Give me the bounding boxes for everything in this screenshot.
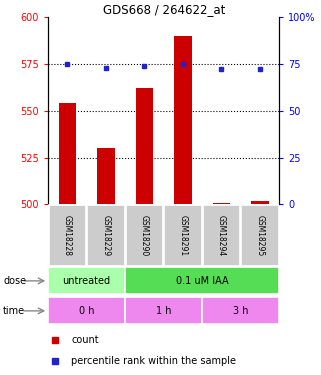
Bar xyxy=(48,267,125,294)
Bar xyxy=(87,205,125,266)
Text: dose: dose xyxy=(3,276,26,286)
Bar xyxy=(213,202,230,204)
Bar xyxy=(174,36,192,204)
Text: 1 h: 1 h xyxy=(156,306,171,316)
Text: 0.1 uM IAA: 0.1 uM IAA xyxy=(176,276,229,286)
Bar xyxy=(164,205,202,266)
Text: GSM18229: GSM18229 xyxy=(101,215,110,256)
Text: GSM18291: GSM18291 xyxy=(178,215,187,256)
Text: GSM18290: GSM18290 xyxy=(140,214,149,256)
Text: percentile rank within the sample: percentile rank within the sample xyxy=(71,356,236,366)
Text: count: count xyxy=(71,335,99,345)
Bar xyxy=(59,103,76,204)
Bar xyxy=(126,205,163,266)
Text: 0 h: 0 h xyxy=(79,306,94,316)
Text: GSM18228: GSM18228 xyxy=(63,215,72,256)
Bar xyxy=(202,297,279,324)
Bar xyxy=(48,205,86,266)
Bar xyxy=(48,297,125,324)
Text: untreated: untreated xyxy=(63,276,111,286)
Title: GDS668 / 264622_at: GDS668 / 264622_at xyxy=(102,3,225,16)
Bar xyxy=(241,205,279,266)
Text: GSM18294: GSM18294 xyxy=(217,214,226,256)
Bar xyxy=(251,201,269,204)
Bar xyxy=(125,267,279,294)
Bar xyxy=(136,88,153,204)
Text: GSM18295: GSM18295 xyxy=(256,214,265,256)
Bar xyxy=(97,148,115,204)
Text: 3 h: 3 h xyxy=(233,306,248,316)
Bar xyxy=(203,205,240,266)
Bar xyxy=(125,297,202,324)
Text: time: time xyxy=(3,306,25,316)
